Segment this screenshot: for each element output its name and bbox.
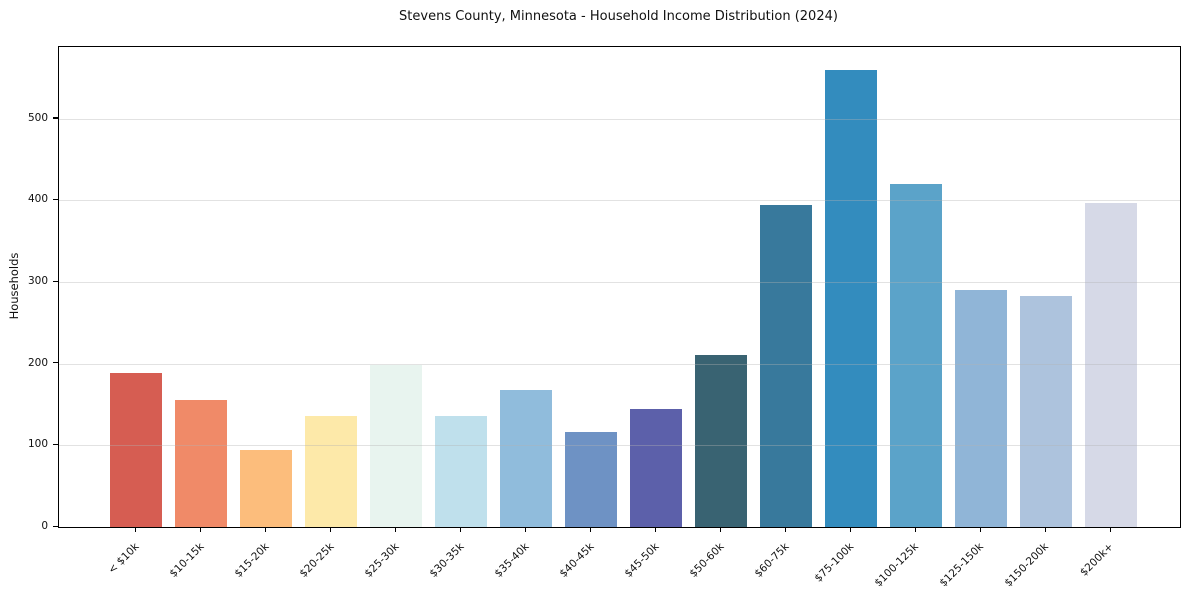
x-tick-label-20-25k: $20-25k <box>297 540 337 580</box>
y-tick-mark-0 <box>53 525 58 527</box>
bar-25-30k <box>370 365 422 527</box>
x-tick-mark-8 <box>654 527 656 532</box>
bar-20-25k <box>305 415 357 527</box>
x-tick-mark-1 <box>199 527 201 532</box>
y-tick-label-0: 0 <box>41 520 48 532</box>
x-tick-mark-11 <box>849 527 851 532</box>
bar-30-35k <box>435 415 487 527</box>
gridline-y-100 <box>59 445 1180 447</box>
x-tick-label-150-200k: $150-200k <box>1002 540 1052 590</box>
x-tick-mark-3 <box>329 527 331 532</box>
bar-125-150k <box>955 290 1007 527</box>
x-tick-mark-13 <box>979 527 981 532</box>
bar-10-15k <box>175 400 227 527</box>
y-tick-label-500: 500 <box>27 111 48 124</box>
x-tick-label-200k: $200k+ <box>1078 540 1117 579</box>
y-tick-mark-100 <box>53 443 58 446</box>
y-tick-label-200: 200 <box>27 356 48 369</box>
x-tick-label-30-35k: $30-35k <box>427 540 467 580</box>
bar-50-60k <box>695 354 747 527</box>
x-tick-label-60-75k: $60-75k <box>752 540 792 580</box>
x-tick-mark-4 <box>394 527 396 532</box>
x-tick-mark-12 <box>914 527 916 532</box>
x-tick-label-125-150k: $125-150k <box>937 540 987 590</box>
bar-75-100k <box>825 69 877 527</box>
chart-title: Stevens County, Minnesota - Household In… <box>399 9 838 24</box>
x-tick-mark-15 <box>1109 527 1111 532</box>
x-tick-label-25-30k: $25-30k <box>362 540 402 580</box>
x-tick-label-75-100k: $75-100k <box>812 540 857 585</box>
bar-60-75k <box>760 205 812 527</box>
x-tick-label-10k: < $10k <box>105 540 142 577</box>
bar-40-45k <box>565 432 617 527</box>
y-tick-mark-500 <box>53 117 58 119</box>
gridline-y-200 <box>59 363 1180 365</box>
y-tick-mark-400 <box>53 198 58 201</box>
bar-15-20k <box>240 450 292 527</box>
gridline-y-300 <box>59 282 1180 284</box>
bar-150-200k <box>1020 295 1072 527</box>
x-tick-label-45-50k: $45-50k <box>622 540 662 580</box>
bar-10k <box>110 372 162 527</box>
gridline-y-500 <box>59 118 1180 120</box>
x-tick-label-50-60k: $50-60k <box>687 540 727 580</box>
gridline-y-400 <box>59 200 1180 202</box>
y-tick-label-300: 300 <box>27 275 48 288</box>
x-tick-label-10-15k: $10-15k <box>167 540 207 580</box>
plot-area <box>58 46 1181 528</box>
x-tick-mark-9 <box>719 527 721 532</box>
x-tick-mark-0 <box>134 527 136 532</box>
x-tick-mark-2 <box>264 527 266 532</box>
x-tick-mark-14 <box>1044 527 1046 532</box>
bar-100-125k <box>890 184 942 527</box>
x-tick-mark-10 <box>784 527 786 532</box>
x-tick-label-15-20k: $15-20k <box>232 540 272 580</box>
y-tick-mark-200 <box>53 362 58 364</box>
x-tick-mark-5 <box>459 527 461 532</box>
x-tick-mark-7 <box>589 527 591 532</box>
x-tick-label-100-125k: $100-125k <box>872 540 922 590</box>
x-tick-mark-6 <box>524 527 526 532</box>
bar-35-40k <box>500 389 552 527</box>
y-tick-mark-300 <box>53 280 58 282</box>
bar-45-50k <box>630 409 682 527</box>
bar-200k <box>1085 202 1137 527</box>
y-tick-label-100: 100 <box>27 438 48 451</box>
x-tick-label-35-40k: $35-40k <box>492 540 532 580</box>
x-tick-label-40-45k: $40-45k <box>557 540 597 580</box>
y-tick-label-400: 400 <box>27 193 48 206</box>
